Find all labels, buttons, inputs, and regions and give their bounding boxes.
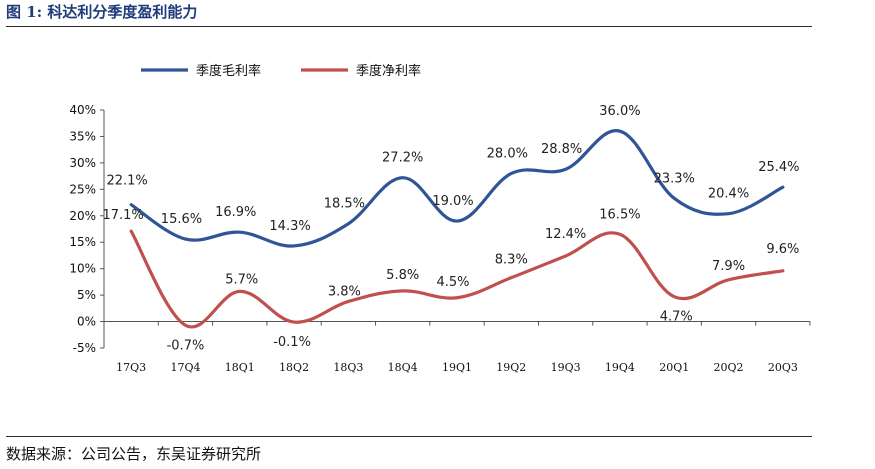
data-point [673, 295, 676, 298]
data-label: 3.8% [328, 284, 361, 299]
y-tick-label: 15% [69, 235, 96, 249]
x-tick-label: 19Q3 [551, 361, 581, 374]
data-point [456, 220, 459, 223]
data-point [618, 130, 621, 133]
data-label: 17.1% [102, 208, 143, 223]
data-label: 19.0% [432, 194, 473, 209]
data-label: 18.5% [324, 197, 365, 212]
data-label: 4.5% [436, 275, 469, 290]
x-tick-label: 20Q1 [659, 361, 689, 374]
data-point [130, 230, 133, 233]
data-label: 23.3% [654, 171, 695, 186]
data-label: 14.3% [269, 219, 310, 234]
x-tick-label: 18Q3 [333, 361, 363, 374]
legend-label: 季度净利率 [356, 63, 421, 79]
data-point [401, 289, 404, 292]
data-point [564, 254, 567, 257]
data-label: 27.2% [382, 151, 423, 166]
data-label: 12.4% [545, 227, 586, 242]
data-point [727, 212, 730, 215]
data-point [727, 278, 730, 281]
data-point [510, 276, 513, 279]
bottom-divider [6, 436, 812, 437]
data-label: 5.7% [225, 272, 258, 287]
x-tick-label: 19Q2 [496, 361, 526, 374]
data-point [293, 244, 296, 247]
data-label: 4.7% [660, 310, 693, 325]
data-point [238, 290, 241, 293]
data-label: 5.8% [386, 268, 419, 283]
data-label: 36.0% [599, 104, 640, 119]
x-tick-label: 19Q4 [605, 361, 635, 374]
x-tick-label: 20Q3 [768, 361, 798, 374]
data-point [130, 203, 133, 206]
x-tick-label: 17Q4 [170, 361, 200, 374]
data-point [184, 238, 187, 241]
series-line-1 [129, 129, 785, 248]
y-tick-label: 5% [77, 288, 96, 302]
y-tick-label: 30% [69, 156, 96, 170]
y-tick-label: 0% [77, 315, 96, 329]
data-point [293, 321, 296, 324]
series-line-2 [129, 229, 785, 329]
data-label: 8.3% [495, 253, 528, 268]
data-point [673, 197, 676, 200]
data-label: 15.6% [161, 212, 202, 227]
data-label: 28.8% [541, 142, 582, 157]
data-label: 7.9% [712, 259, 745, 274]
y-tick-label: 25% [69, 182, 96, 196]
data-point [401, 176, 404, 179]
figure-title: 图 1: 科达利分季度盈利能力 [6, 3, 198, 21]
data-point [510, 172, 513, 175]
legend-label: 季度毛利率 [196, 63, 261, 79]
data-label: 25.4% [758, 160, 799, 175]
data-point [347, 300, 350, 303]
top-divider [6, 26, 812, 27]
data-point [347, 222, 350, 225]
data-label: 16.5% [599, 207, 640, 222]
y-tick-label: -5% [73, 341, 96, 355]
data-label: -0.7% [167, 338, 205, 353]
data-point [781, 269, 784, 272]
data-label: 28.0% [487, 146, 528, 161]
data-point [238, 231, 241, 234]
x-tick-label: 20Q2 [714, 361, 744, 374]
x-tick-label: 19Q1 [442, 361, 472, 374]
data-point [618, 233, 621, 236]
data-label: 9.6% [766, 242, 799, 257]
y-tick-label: 10% [69, 262, 96, 276]
y-tick-label: 20% [69, 209, 96, 223]
x-tick-label: 18Q4 [388, 361, 418, 374]
source-note: 数据来源：公司公告，东吴证券研究所 [6, 445, 262, 463]
data-label: 22.1% [106, 174, 147, 189]
data-point [456, 296, 459, 299]
data-point [564, 168, 567, 171]
y-tick-label: 40% [69, 103, 96, 117]
x-tick-label: 17Q3 [116, 361, 146, 374]
data-point [184, 324, 187, 327]
data-label: 20.4% [708, 187, 749, 202]
x-tick-label: 18Q2 [279, 361, 309, 374]
data-label: 16.9% [215, 205, 256, 220]
data-point [781, 186, 784, 189]
data-label: -0.1% [273, 335, 311, 350]
y-tick-label: 35% [69, 129, 96, 143]
x-tick-label: 18Q1 [225, 361, 255, 374]
